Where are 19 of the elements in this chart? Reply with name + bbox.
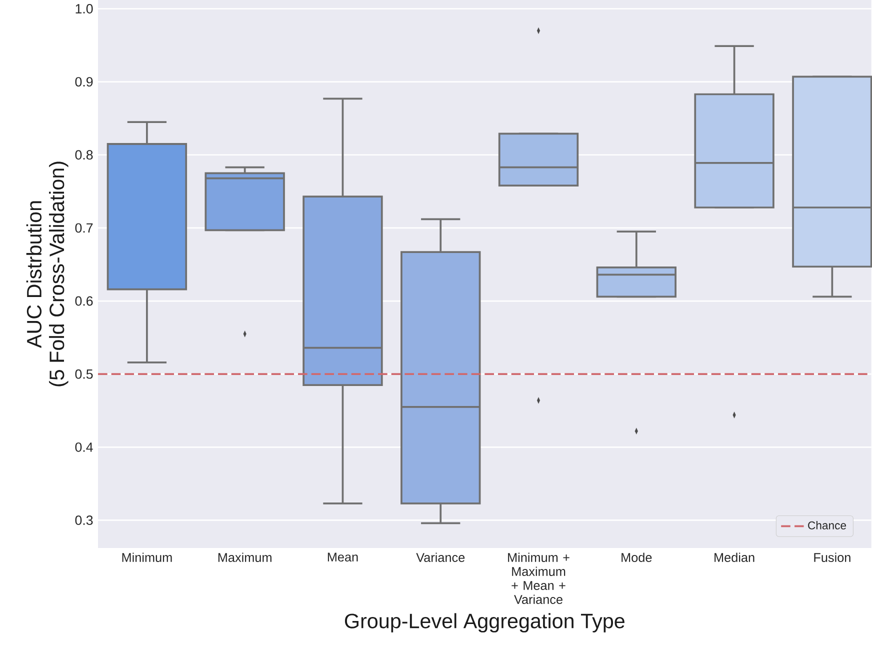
x-tick-label: Fusion	[814, 552, 850, 562]
y-tick-label: 0.4	[75, 442, 93, 452]
y-tick-label: 0.9	[75, 77, 93, 87]
y-tick-label: 0.6	[75, 296, 93, 306]
x-tick-label: Mean	[328, 552, 358, 562]
legend-label: Chance	[808, 521, 846, 530]
y-tick-label: 0.3	[75, 516, 93, 525]
x-tick-label: Minimum + Maximum + Mean + Variance	[508, 552, 570, 604]
x-tick-label: Maximum	[218, 552, 272, 562]
x-axis-title: Group-Level Aggregation Type	[344, 613, 624, 632]
x-tick-label: Median	[714, 552, 754, 562]
y-tick-label: 0.8	[75, 150, 93, 160]
y-tick-label: 0.5	[75, 369, 93, 379]
y-tick-label: 1.0	[76, 4, 93, 14]
x-tick-label: Mode	[622, 552, 652, 562]
x-tick-label: Variance	[416, 552, 465, 562]
y-axis-title: AUC Distrbution (5 Fold Cross-Validation)	[26, 162, 68, 386]
x-tick-label: Minimum	[122, 552, 172, 562]
y-tick-label: 0.7	[75, 223, 93, 233]
